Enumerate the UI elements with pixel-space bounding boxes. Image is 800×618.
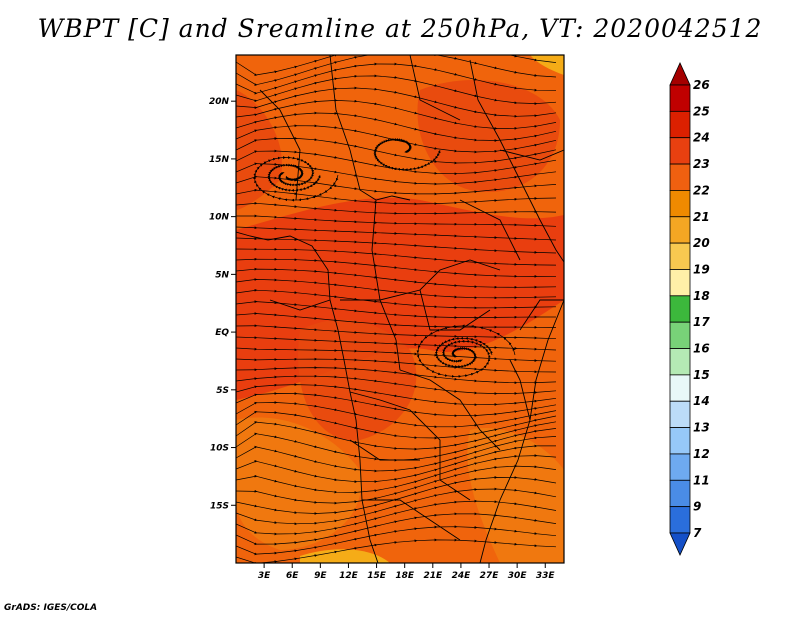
lat-tick-label: EQ	[215, 328, 229, 338]
colorbar-segment	[669, 110, 691, 139]
colorbar-label: 21	[693, 210, 710, 224]
colorbar-label: 19	[693, 262, 710, 276]
wbpt-field	[236, 55, 564, 563]
colorbar-label: 22	[693, 183, 710, 197]
border-line	[469, 59, 564, 263]
colorbar-label: 14	[693, 394, 710, 408]
lon-tick-label: 24E	[452, 571, 472, 581]
border-line	[499, 149, 564, 161]
lon-tick-label: 15E	[367, 571, 387, 581]
lon-tick-label: 12E	[339, 571, 359, 581]
lon-tick-label: 27E	[480, 571, 500, 581]
colorbar: 26 25 24 23 22 21 20 19 18 17 16 15 14 13 12 11 9 7	[669, 62, 710, 556]
lon-tick-label: 6E	[286, 571, 299, 581]
lon-tick-label: 18E	[395, 571, 415, 581]
colorbar-label: 11	[693, 473, 710, 487]
colorbar-label: 17	[693, 315, 710, 329]
colorbar-label: 12	[693, 447, 710, 461]
border-line	[349, 439, 420, 461]
lon-tick-label: 30E	[508, 571, 528, 581]
colorbar-segment	[669, 321, 691, 349]
colorbar-cap-bottom	[669, 532, 691, 556]
colorbar-label: 13	[693, 421, 710, 435]
colorbar-segment	[669, 295, 691, 323]
colorbar-segment	[669, 242, 691, 270]
border-line	[362, 499, 461, 541]
border-line	[479, 299, 564, 563]
lon-tick-label: 33E	[536, 571, 556, 581]
colorbar-segment	[669, 479, 691, 508]
border-line	[509, 359, 531, 421]
border-line	[329, 55, 411, 201]
lat-tick-label: 10N	[209, 213, 230, 223]
colorbar-label: 7	[693, 526, 702, 540]
lon-tick-label: 3E	[258, 571, 271, 581]
streamline	[267, 163, 322, 192]
streamlines	[236, 55, 557, 563]
border-line	[459, 199, 521, 261]
border-line	[340, 259, 501, 301]
colorbar-segment	[669, 348, 691, 376]
lon-tick-label: 9E	[314, 571, 327, 581]
border-line	[399, 369, 501, 451]
border-line	[236, 231, 379, 563]
colorbar-segment	[669, 190, 691, 218]
colorbar-segment	[669, 374, 691, 402]
border-line	[269, 299, 331, 311]
country-borders	[236, 55, 564, 563]
colorbar-label: 25	[693, 104, 710, 118]
colorbar-label: 16	[693, 342, 710, 356]
lat-tick-label: 10S	[210, 444, 229, 454]
border-line	[259, 89, 301, 201]
colorbar-segment	[669, 269, 691, 297]
colorbar-segment	[669, 137, 691, 165]
map-title: WBPT [C] and Sreamline at 250hPa, VT: 20…	[37, 14, 763, 43]
colorbar-segment	[669, 84, 691, 112]
colorbar-label: 20	[693, 236, 710, 250]
latitude-axis: 20N 15N 10N 5N EQ 5S 10S 15S	[209, 97, 236, 511]
border-line	[519, 299, 564, 331]
border-line	[419, 289, 491, 331]
streamline	[236, 538, 557, 563]
colorbar-segment	[669, 506, 691, 534]
streamline	[373, 138, 442, 171]
lat-tick-label: 20N	[209, 97, 230, 107]
streamline	[236, 201, 557, 216]
border-line	[409, 55, 461, 121]
colorbar-label: 24	[693, 131, 710, 145]
colorbar-segment	[669, 216, 691, 244]
colorbar-label: 23	[693, 157, 710, 171]
plot-frame	[235, 54, 565, 564]
colorbar-label: 9	[693, 500, 701, 514]
grads-credit: GrADS: IGES/COLA	[4, 603, 98, 613]
colorbar-label: 18	[693, 289, 710, 303]
colorbar-segment	[669, 427, 691, 455]
lat-tick-label: 15N	[209, 155, 230, 165]
colorbar-segment	[669, 163, 691, 191]
colorbar-label: 26	[693, 78, 710, 92]
lat-tick-label: 15S	[210, 501, 229, 511]
lat-tick-label: 5S	[216, 386, 229, 396]
lat-tick-label: 5N	[215, 270, 229, 280]
streamline	[434, 336, 493, 369]
colorbar-segment	[669, 453, 691, 481]
colorbar-label: 15	[693, 368, 710, 382]
colorbar-segment	[669, 400, 691, 428]
colorbar-cap-top	[669, 62, 691, 86]
lon-tick-label: 21E	[423, 571, 443, 581]
longitude-axis: 3E 6E 9E 12E 15E 18E 21E 24E 27E 30E 33E	[258, 563, 556, 581]
border-line	[349, 391, 471, 501]
field-patch	[530, 55, 564, 75]
